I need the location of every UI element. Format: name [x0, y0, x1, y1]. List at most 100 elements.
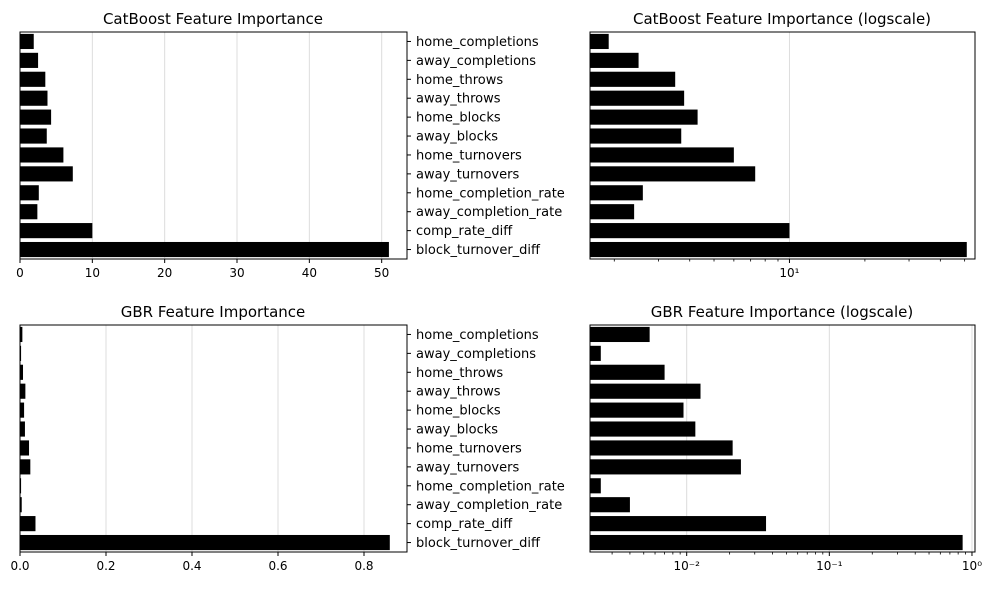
- bar: [20, 185, 39, 201]
- bar: [20, 478, 22, 494]
- x-tick-label: 10⁻¹: [816, 559, 843, 573]
- x-tick-label: 20: [157, 266, 172, 280]
- bar: [590, 166, 756, 182]
- bar: [590, 516, 767, 532]
- bar: [20, 534, 390, 551]
- category-label: home_throws: [416, 73, 503, 88]
- bar: [590, 71, 676, 87]
- chart-title: GBR Feature Importance (logscale): [651, 303, 914, 321]
- bar: [590, 421, 696, 437]
- bar: [590, 459, 741, 475]
- x-tick-label: 0.6: [268, 559, 287, 573]
- category-label: home_turnovers: [416, 441, 522, 456]
- bar: [590, 326, 650, 343]
- bar: [590, 364, 665, 380]
- chart-gbr-log: GBR Feature Importance (logscale) 10⁻² 10…: [589, 303, 982, 573]
- bar: [590, 402, 684, 418]
- plot-frame: [19, 324, 408, 553]
- bar: [590, 383, 701, 399]
- category-label: away_completions: [416, 54, 536, 69]
- bar: [590, 52, 639, 68]
- bar: [590, 478, 601, 494]
- bar: [20, 71, 46, 87]
- bar: [20, 204, 38, 220]
- bar: [20, 364, 24, 380]
- bar: [20, 459, 31, 475]
- bar: [20, 128, 47, 144]
- bar: [590, 33, 609, 50]
- bar: [590, 90, 685, 106]
- chart-catboost-log: CatBoost Feature Importance (logscale) 1…: [589, 10, 976, 280]
- x-tick-label: 30: [229, 266, 244, 280]
- x-tick-label: 50: [374, 266, 389, 280]
- plot-frame: [589, 31, 976, 260]
- category-label: away_completions: [416, 347, 536, 362]
- bar: [590, 147, 734, 163]
- category-label: comp_rate_diff: [416, 224, 513, 239]
- category-label: comp_rate_diff: [416, 517, 513, 532]
- chart-title: GBR Feature Importance: [121, 303, 306, 321]
- category-label: home_blocks: [416, 111, 501, 126]
- plot-frame: [589, 324, 976, 553]
- x-tick-label: 0.0: [10, 559, 29, 573]
- category-label: home_completions: [416, 328, 539, 343]
- category-label: home_completions: [416, 35, 539, 50]
- bar: [590, 204, 635, 220]
- category-label: home_completion_rate: [416, 479, 565, 494]
- bar: [20, 90, 48, 106]
- bar: [20, 109, 52, 125]
- category-label: away_completion_rate: [416, 498, 562, 513]
- bar: [590, 109, 698, 125]
- x-tick-label: 10⁰: [962, 559, 982, 573]
- category-label: away_turnovers: [416, 167, 519, 182]
- category-label: home_blocks: [416, 404, 501, 419]
- category-label: home_completion_rate: [416, 186, 565, 201]
- bar: [20, 345, 22, 361]
- x-tick-label: 0.2: [96, 559, 115, 573]
- category-label: home_turnovers: [416, 148, 522, 163]
- bar: [20, 440, 30, 456]
- bar: [590, 185, 643, 201]
- x-tick-label: 10¹: [779, 266, 799, 280]
- x-tick-label: 10⁻²: [673, 559, 700, 573]
- x-tick-label: 0.8: [354, 559, 373, 573]
- bar: [20, 166, 73, 182]
- bar: [590, 440, 733, 456]
- chart-gbr-linear: GBR Feature Importance 0.0 0.2 0.4 0.6 0.8 ho…: [10, 303, 564, 573]
- bar: [20, 421, 25, 437]
- category-label: away_turnovers: [416, 460, 519, 475]
- category-label: block_turnover_diff: [416, 243, 541, 258]
- x-tick-label: 10: [85, 266, 100, 280]
- chart-title: CatBoost Feature Importance: [103, 10, 323, 28]
- bar: [20, 147, 64, 163]
- category-label: block_turnover_diff: [416, 536, 541, 551]
- bar: [20, 326, 23, 343]
- bar: [590, 497, 630, 513]
- chart-catboost-linear: CatBoost Feature Importance 0 10 20 30 40 50 h…: [16, 10, 565, 280]
- category-label: away_blocks: [416, 423, 498, 438]
- bar: [20, 52, 39, 68]
- bar: [20, 497, 22, 513]
- plot-frame: [19, 31, 408, 260]
- chart-title: CatBoost Feature Importance (logscale): [633, 10, 931, 28]
- bar: [20, 402, 25, 418]
- category-label: home_throws: [416, 366, 503, 381]
- bar: [590, 534, 963, 551]
- category-label: away_completion_rate: [416, 205, 562, 220]
- bar: [20, 241, 389, 258]
- x-tick-label: 40: [302, 266, 317, 280]
- bar: [590, 345, 601, 361]
- bar: [20, 33, 34, 50]
- x-tick-label: 0: [16, 266, 24, 280]
- bar: [590, 241, 967, 258]
- category-label: away_blocks: [416, 130, 498, 145]
- bar: [20, 383, 26, 399]
- bar: [20, 223, 93, 239]
- bar: [590, 223, 790, 239]
- x-tick-label: 0.4: [182, 559, 201, 573]
- bar: [20, 516, 36, 532]
- bar: [590, 128, 682, 144]
- category-label: away_throws: [416, 92, 501, 107]
- category-label: away_throws: [416, 385, 501, 400]
